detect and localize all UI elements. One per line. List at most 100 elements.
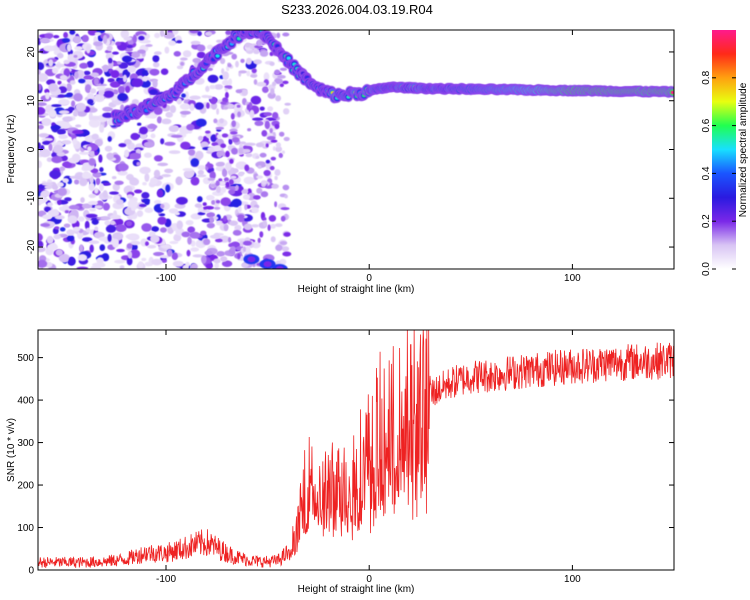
noise-blob [56,151,65,157]
noise-blob [270,156,276,161]
colorbar-swatch [712,30,736,269]
noise-blob [267,92,276,99]
noise-blob [153,169,161,178]
noise-blob [231,137,240,143]
noise-blob [160,244,171,249]
noise-blob [56,182,64,188]
noise-blob [87,93,94,100]
noise-blob [157,216,167,225]
noise-blob [126,243,133,249]
noise-blob [38,124,44,130]
noise-blob [38,73,48,82]
noise-blob [144,173,150,182]
noise-blob [284,102,292,106]
noise-blob [73,54,78,58]
noise-blob [187,149,196,156]
noise-blob [282,32,290,37]
noise-blob [68,256,75,265]
noise-blob [190,213,202,220]
noise-blob [46,157,53,163]
noise-blob [250,95,262,105]
noise-blob [42,214,53,220]
snr-series-line [38,330,674,568]
noise-blob [269,165,275,171]
noise-blob [38,102,47,107]
noise-blob [41,118,52,126]
noise-blob [93,41,103,47]
noise-blob [66,43,72,52]
noise-blob [280,215,286,222]
noise-blob [148,89,159,95]
noise-blob [223,215,227,222]
noise-blob [59,75,68,80]
noise-blob [195,150,204,160]
noise-blob [99,183,104,192]
noise-blob [160,68,169,75]
noise-blob [107,78,115,83]
noise-blob [131,51,141,58]
noise-blob [218,178,223,183]
noise-blob [152,61,160,68]
noise-blob [47,243,58,251]
noise-blob [260,180,268,186]
noise-blob [74,71,79,80]
noise-blob [139,203,147,208]
noise-blob [114,180,124,185]
noise-blob [187,226,196,234]
noise-blob [275,244,283,252]
noise-blob [61,38,71,43]
noise-blob [223,177,229,182]
noise-blob [203,238,211,246]
noise-blob [117,170,128,176]
noise-blob [139,166,151,175]
noise-blob [38,62,45,71]
noise-blob [225,181,230,188]
noise-blob [96,86,106,90]
noise-blob [159,255,170,259]
noise-blob [244,246,251,254]
noise-blob [59,166,66,171]
noise-blob [274,169,281,176]
noise-blob [116,61,122,65]
noise-blob [116,248,125,253]
noise-blob [176,196,188,205]
noise-blob [245,153,253,158]
noise-blob [251,224,260,228]
noise-blob [249,43,259,50]
chart-title: S233.2026.004.03.19.R04 [281,2,433,17]
noise-blob [283,232,291,237]
noise-blob [250,74,258,78]
noise-blob [110,70,120,79]
noise-blob [220,186,227,193]
noise-blob [53,234,61,240]
noise-blob [139,126,148,135]
noise-blob [189,95,201,100]
noise-blob [283,136,290,142]
noise-blob [142,69,148,76]
noise-blob [39,37,51,44]
noise-blob [88,118,101,128]
snr-y-label: SNR (10 * v/v) [6,418,17,482]
noise-blob [98,154,103,163]
noise-blob [192,57,202,64]
noise-blob [87,99,94,105]
noise-blob [164,168,174,174]
noise-blob [91,219,99,225]
noise-blob [66,229,75,236]
noise-blob [88,193,97,199]
noise-blob [107,233,112,242]
snr-x-label: Height of straight line (km) [298,584,415,595]
noise-blob [154,32,161,39]
noise-blob [38,69,41,75]
noise-blob [73,93,83,102]
noise-blob [98,91,105,95]
noise-blob [131,78,144,88]
noise-blob [261,130,268,137]
noise-blob [42,197,48,203]
noise-blob [264,120,270,130]
noise-blob [64,197,72,202]
noise-blob [102,64,109,73]
noise-blob [168,125,179,133]
noise-blob [204,31,213,37]
